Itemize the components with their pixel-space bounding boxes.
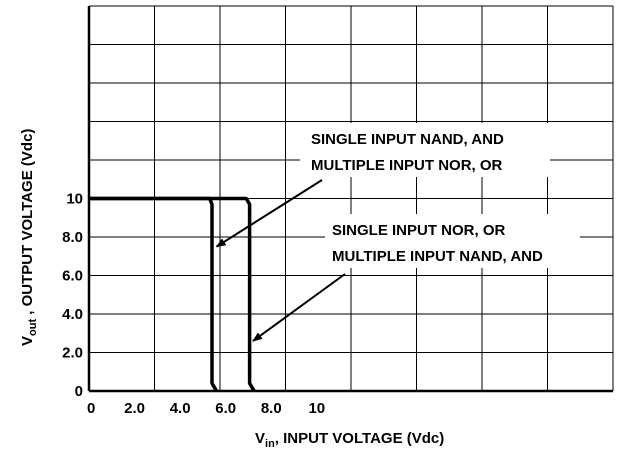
y-tick-label: 0 — [75, 383, 83, 400]
annotation-1-line-1: SINGLE INPUT NAND, AND — [311, 131, 504, 148]
y-tick-label: 6.0 — [62, 268, 83, 285]
x-tick-label: 4.0 — [170, 400, 191, 417]
x-axis-title-rest: , INPUT VOLTAGE (Vdc) — [275, 430, 444, 447]
annotation-2-line-2: MULTIPLE INPUT NAND, AND — [332, 248, 543, 265]
y-axis-title-sub: out — [27, 319, 39, 336]
y-tick-label: 2.0 — [62, 345, 83, 362]
tick-labels: 0 2.0 4.0 6.0 8.0 10 0 2.0 4.0 6.0 8.0 10 — [62, 191, 325, 418]
annotation-2-bg — [325, 214, 580, 268]
y-axis-title-main: V — [19, 336, 36, 346]
y-tick-label: 4.0 — [62, 306, 83, 323]
annotation-1-line-2: MULTIPLE INPUT NOR, OR — [311, 157, 503, 174]
x-axis-title: Vin, INPUT VOLTAGE (Vdc) — [255, 430, 444, 450]
series-layer — [89, 196, 256, 392]
y-tick-label: 10 — [66, 191, 83, 208]
annotation-2-line-1: SINGLE INPUT NOR, OR — [332, 222, 506, 239]
y-axis-title: Vout , OUTPUT VOLTAGE (Vdc) — [19, 129, 39, 346]
x-tick-label: 6.0 — [215, 400, 236, 417]
series-line-2 — [89, 196, 256, 392]
series-line-1 — [89, 196, 219, 392]
x-tick-label: 0 — [87, 400, 95, 417]
annotation-1: SINGLE INPUT NAND, AND MULTIPLE INPUT NO… — [215, 123, 550, 248]
annotation-2: SINGLE INPUT NOR, OR MULTIPLE INPUT NAND… — [252, 214, 580, 342]
annotation-2-arrow — [252, 273, 346, 342]
y-tick-label: 8.0 — [62, 229, 83, 246]
x-tick-label: 10 — [308, 400, 325, 417]
y-axis-title-rest: , OUTPUT VOLTAGE (Vdc) — [19, 129, 36, 319]
x-axis-title-sub: in — [265, 438, 275, 450]
annotation-1-bg — [300, 123, 550, 177]
annotation-1-arrow — [215, 179, 323, 248]
x-tick-label: 2.0 — [124, 400, 145, 417]
x-tick-label: 8.0 — [261, 400, 282, 417]
x-axis-title-main: V — [255, 430, 265, 447]
